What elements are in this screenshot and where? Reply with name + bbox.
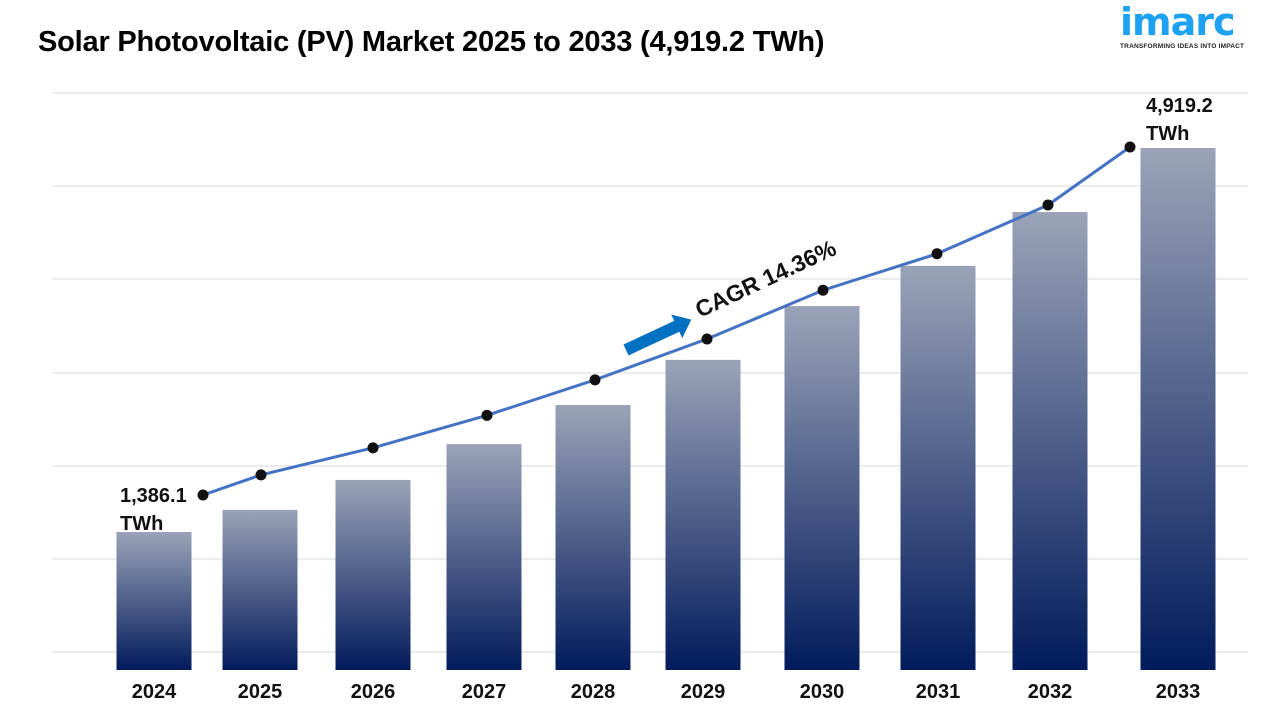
line-marker-2028 [589,374,601,386]
line-marker-2033 [1124,141,1136,153]
end-label: 4,919.2 TWh [1146,95,1213,145]
logo-tagline: TRANSFORMING IDEAS INTO IMPACT [1120,43,1245,50]
x-tick-label: 2029 [681,681,726,703]
x-tick-label: 2025 [238,681,283,703]
x-tick-label: 2026 [351,681,396,703]
x-tick-label: 2024 [132,681,177,703]
bar-2028 [555,404,631,670]
line-marker-2025 [255,469,267,481]
x-tick-label: 2030 [800,681,845,703]
bar-2030 [784,306,860,670]
bar-2025 [222,509,298,670]
x-tick-label: 2028 [571,681,616,703]
bar-2032 [1012,212,1088,671]
line-marker-2027 [481,409,493,421]
start-label: 1,386.1 TWh [120,485,187,535]
chart-title: Solar Photovoltaic (PV) Market 2025 to 2… [38,26,825,58]
x-tick-label: 2033 [1156,681,1201,703]
line-marker-2026 [367,442,379,454]
line-marker-2029 [701,333,713,345]
line-marker-2030 [817,284,829,296]
end-unit-label: TWh [1146,123,1189,145]
end-value-label: 4,919.2 [1146,95,1213,117]
imarc-logo: imarc TRANSFORMING IDEAS INTO IMPACT [1120,2,1245,52]
x-tick-label: 2027 [462,681,507,703]
line-marker-2024 [197,489,209,501]
line-marker-2032 [1042,199,1054,211]
bar-2029 [665,359,741,670]
start-value-label: 1,386.1 [120,485,187,507]
logo-word: imarc [1120,0,1236,44]
bar-2027 [446,444,522,670]
trend-line [202,145,1131,497]
bar-2031 [900,265,976,670]
bar-2033 [1140,148,1216,670]
x-tick-label: 2031 [916,681,961,703]
x-tick-label: 2032 [1028,681,1073,703]
start-unit-label: TWh [120,513,163,535]
bar-2026 [335,479,411,670]
line-marker-2031 [931,248,943,260]
bar-2024 [116,532,192,670]
cagr-arrow-icon [623,314,692,356]
